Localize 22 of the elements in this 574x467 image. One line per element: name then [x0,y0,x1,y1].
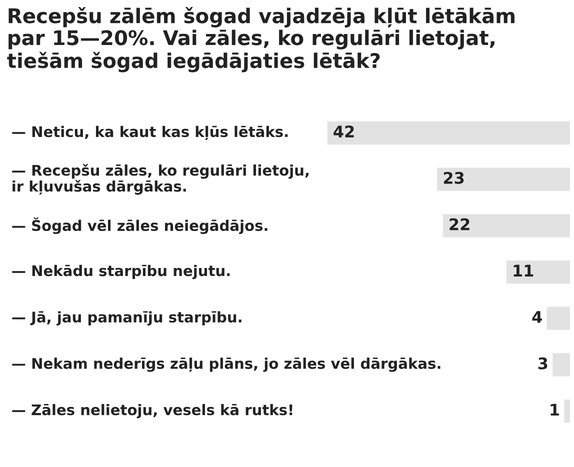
data-label: 22 [450,218,470,230]
y-tick-label: — Nekādu starpību nejutu. [12,264,230,280]
data-label: 11 [514,264,534,276]
data-label: 1 [550,404,559,416]
bar [564,400,570,423]
bar [546,306,570,330]
bar [506,260,570,284]
y-tick-label: — Jā, jau pamanīju starpību. [12,311,242,326]
bar [442,214,570,238]
data-label: 42 [334,125,354,138]
chart-title: Recepšu zālēm šogad vajadzēja kļūt lētākām par 15—20%. Vai zāles, ko regulāri lietojat, tiešām šogad iegādājaties lētāk? [7,7,514,72]
bar [552,353,570,376]
y-tick-label: — Nekam nederīgs zāļu plāns, jo zāles vēl dārgākas. [12,358,440,372]
bar [327,121,570,145]
y-tick-label: — Šogad vēl zāles neiegādājos. [12,217,268,234]
data-label: 23 [444,172,464,184]
y-tick-label: — Recepšu zāles, ko regulāri lietoju, ir kļuvušas dārgākas. [12,164,309,195]
bar [437,168,570,191]
data-label: 4 [532,311,542,323]
y-tick-label: — Neticu, ka kaut kas kļūs lētāks. [12,126,288,140]
data-label: 3 [538,357,548,370]
y-tick-label: — Zāles nelietoju, vesels kā rutks! [12,404,292,418]
